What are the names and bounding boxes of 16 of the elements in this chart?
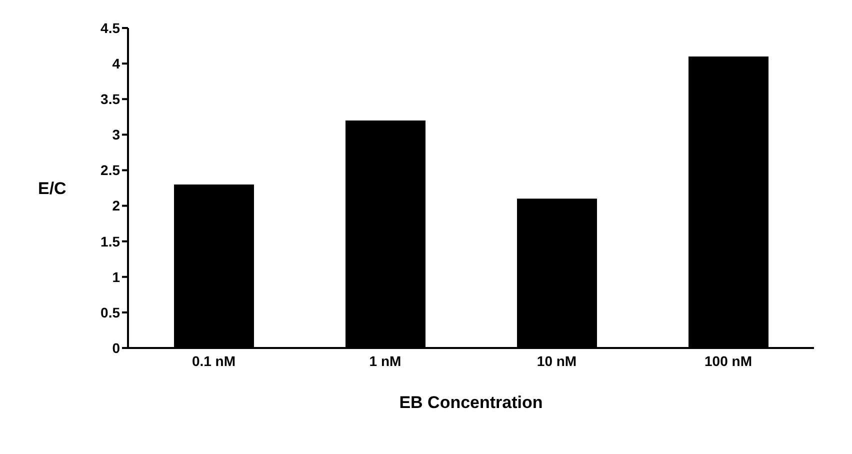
y-tick-label: 4.5 bbox=[100, 20, 120, 36]
y-tick-label: 2 bbox=[112, 198, 120, 214]
x-tick-label: 1 nM bbox=[369, 352, 402, 369]
x-tick-label: 10 nM bbox=[536, 352, 577, 369]
y-tick-label: 2.5 bbox=[100, 162, 120, 178]
y-tick-label: 3.5 bbox=[100, 91, 120, 108]
y-axis-title: E/C bbox=[38, 179, 66, 198]
y-tick-label: 1.5 bbox=[100, 233, 120, 250]
y-tick-label: 4 bbox=[112, 56, 120, 72]
x-tick-label: 0.1 nM bbox=[192, 352, 236, 369]
x-tick-label: 100 nM bbox=[704, 352, 752, 369]
y-tick-label: 3 bbox=[112, 126, 120, 143]
y-tick-label: 0 bbox=[112, 340, 120, 356]
x-axis-title: EB Concentration bbox=[399, 393, 543, 412]
y-tick-label: 0.5 bbox=[100, 304, 120, 320]
y-tick-label: 1 bbox=[112, 268, 120, 285]
